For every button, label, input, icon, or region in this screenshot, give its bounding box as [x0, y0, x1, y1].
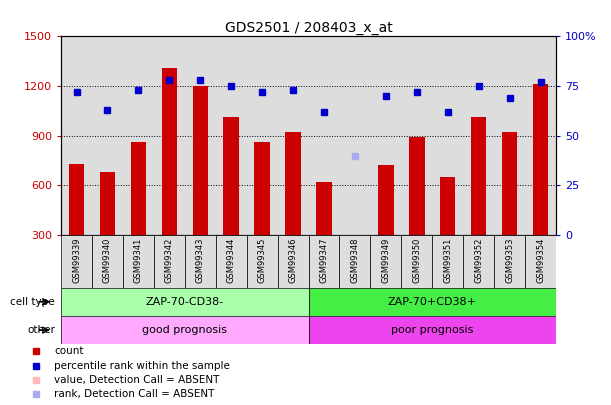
Bar [61, 36, 92, 235]
Bar [154, 235, 185, 288]
Bar [463, 36, 494, 235]
Bar [316, 182, 332, 235]
Bar [409, 137, 425, 235]
Bar [277, 36, 309, 235]
Bar [494, 235, 525, 288]
Bar [401, 235, 433, 288]
Bar [247, 36, 277, 235]
Text: GSM99347: GSM99347 [320, 237, 329, 283]
Bar [61, 316, 309, 344]
Text: GSM99348: GSM99348 [351, 237, 359, 283]
Text: GSM99343: GSM99343 [196, 237, 205, 283]
Text: GSM99339: GSM99339 [72, 237, 81, 283]
Text: value, Detection Call = ABSENT: value, Detection Call = ABSENT [54, 375, 219, 385]
Text: GSM99350: GSM99350 [412, 237, 422, 283]
Bar [463, 235, 494, 288]
Bar [433, 36, 463, 235]
Bar [247, 235, 277, 288]
Text: count: count [54, 346, 84, 356]
Bar [92, 235, 123, 288]
Text: GSM99353: GSM99353 [505, 237, 514, 283]
Text: cell type: cell type [10, 297, 55, 307]
Bar [61, 235, 92, 288]
Bar [277, 235, 309, 288]
Bar [162, 68, 177, 235]
Bar [309, 36, 340, 235]
Bar [502, 132, 518, 235]
Bar [347, 235, 363, 276]
Bar [471, 117, 486, 235]
Text: GSM99341: GSM99341 [134, 237, 143, 283]
Bar [92, 36, 123, 235]
Bar [131, 142, 146, 235]
Bar [309, 235, 340, 288]
Bar [224, 117, 239, 235]
Text: percentile rank within the sample: percentile rank within the sample [54, 360, 230, 371]
Bar [370, 36, 401, 235]
Text: GSM99354: GSM99354 [536, 237, 545, 283]
Bar [494, 36, 525, 235]
Text: GSM99345: GSM99345 [258, 237, 266, 283]
Bar [285, 132, 301, 235]
Bar [254, 142, 270, 235]
Bar [340, 235, 370, 288]
Bar [440, 177, 455, 235]
Bar [154, 36, 185, 235]
Text: GSM99351: GSM99351 [443, 237, 452, 283]
Bar [378, 165, 393, 235]
Bar [340, 36, 370, 235]
Bar [123, 235, 154, 288]
Bar [216, 235, 247, 288]
Bar [216, 36, 247, 235]
Bar [309, 288, 556, 316]
Text: other: other [27, 325, 55, 335]
Bar [533, 84, 548, 235]
Bar [370, 235, 401, 288]
Bar [185, 36, 216, 235]
Title: GDS2501 / 208403_x_at: GDS2501 / 208403_x_at [225, 21, 392, 35]
Text: GSM99352: GSM99352 [474, 237, 483, 283]
Bar [61, 288, 309, 316]
Text: GSM99342: GSM99342 [165, 237, 174, 283]
Bar [69, 164, 84, 235]
Text: good prognosis: good prognosis [142, 325, 227, 335]
Text: GSM99346: GSM99346 [288, 237, 298, 283]
Bar [433, 235, 463, 288]
Bar [100, 172, 115, 235]
Text: GSM99349: GSM99349 [381, 237, 390, 283]
Text: GSM99340: GSM99340 [103, 237, 112, 283]
Text: GSM99344: GSM99344 [227, 237, 236, 283]
Bar [525, 36, 556, 235]
Bar [123, 36, 154, 235]
Bar [192, 86, 208, 235]
Text: ZAP-70+CD38+: ZAP-70+CD38+ [388, 297, 477, 307]
Bar [185, 235, 216, 288]
Bar [309, 316, 556, 344]
Bar [525, 235, 556, 288]
Text: poor prognosis: poor prognosis [391, 325, 474, 335]
Bar [401, 36, 433, 235]
Text: ZAP-70-CD38-: ZAP-70-CD38- [145, 297, 224, 307]
Text: rank, Detection Call = ABSENT: rank, Detection Call = ABSENT [54, 389, 214, 399]
